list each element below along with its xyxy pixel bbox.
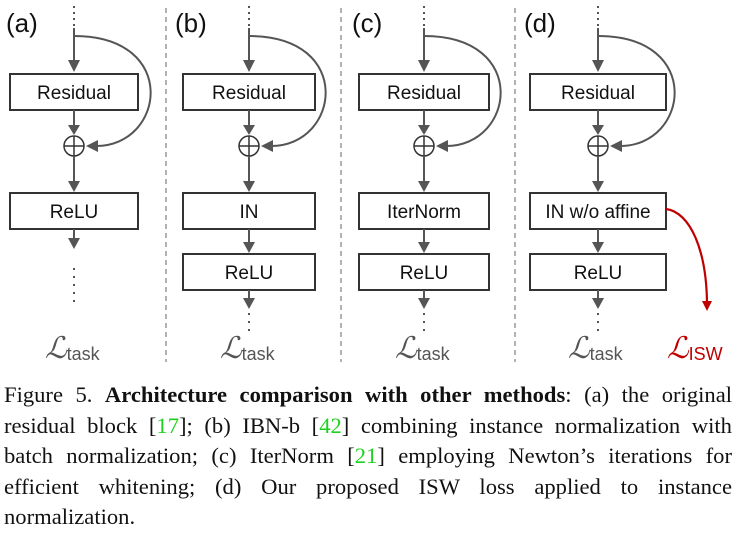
arrow-head bbox=[68, 125, 80, 135]
arrow-head bbox=[68, 238, 80, 249]
isw-loss: ℒISW bbox=[667, 331, 723, 366]
residual-box bbox=[529, 73, 667, 111]
panel-b: (b) Residual IN ReLU ℒtask bbox=[175, 6, 327, 366]
citation-link[interactable]: 42 bbox=[319, 412, 342, 438]
caption-text: : (a) the original residual block [ bbox=[4, 382, 732, 438]
in-wo-affine-label: IN w/o affine bbox=[545, 202, 650, 223]
residual-label: Residual bbox=[212, 83, 286, 104]
residual-box bbox=[9, 73, 139, 111]
arrow-head bbox=[418, 181, 430, 192]
caption-text: ] combining instance normalization with … bbox=[4, 412, 732, 469]
arrow-head bbox=[68, 60, 80, 72]
skip-connection bbox=[248, 35, 327, 147]
add-node-icon bbox=[63, 135, 85, 157]
panel-label: (c) bbox=[352, 8, 382, 38]
skip-arrow-head bbox=[436, 140, 448, 152]
arrow-head bbox=[243, 242, 255, 253]
add-node-icon bbox=[587, 135, 609, 157]
in-wo-affine-box bbox=[529, 192, 667, 230]
panel-label: (b) bbox=[175, 8, 207, 38]
panel-a: (a) Residual ReLU ℒtask bbox=[6, 6, 152, 366]
relu-label: ReLU bbox=[400, 263, 449, 284]
panel-label: (d) bbox=[524, 8, 556, 38]
arrow-head bbox=[243, 60, 255, 72]
relu-label: ReLU bbox=[574, 263, 623, 284]
skip-arrow-head bbox=[86, 140, 98, 152]
relu-box bbox=[358, 253, 490, 291]
task-loss: ℒtask bbox=[220, 331, 276, 366]
arrow-head bbox=[418, 298, 430, 309]
arrow-head bbox=[592, 181, 604, 192]
arrow-head bbox=[243, 298, 255, 309]
citation-link[interactable]: 17 bbox=[156, 412, 180, 438]
residual-label: Residual bbox=[37, 83, 111, 104]
skip-arrow-head bbox=[610, 140, 622, 152]
panel-c: (c) Residual IterNorm ReLU ℒtask bbox=[352, 6, 502, 366]
add-node-icon bbox=[413, 135, 435, 157]
relu-box bbox=[9, 192, 139, 230]
panel-label: (a) bbox=[6, 8, 38, 38]
arrow-head bbox=[592, 60, 604, 72]
add-node-icon bbox=[238, 135, 260, 157]
skip-connection bbox=[73, 35, 152, 147]
arrow-head bbox=[592, 242, 604, 253]
arrow-head bbox=[243, 181, 255, 192]
arrow-head bbox=[68, 181, 80, 192]
task-loss: ℒtask bbox=[45, 331, 101, 366]
panel-d: (d) Residual IN w/o affine ReLU ℒtask ℒI bbox=[524, 6, 723, 366]
skip-connection bbox=[597, 35, 676, 147]
arrow-head bbox=[418, 60, 430, 72]
arrow-head bbox=[418, 125, 430, 135]
task-loss: ℒtask bbox=[395, 331, 451, 366]
caption-text: ] employing Newton’s iterations for effi… bbox=[4, 443, 732, 529]
figure-caption: Figure 5. Architecture comparison with o… bbox=[4, 380, 732, 533]
iternorm-box bbox=[358, 192, 490, 230]
residual-box bbox=[358, 73, 490, 111]
in-label: IN bbox=[240, 202, 259, 223]
arrow-head bbox=[243, 125, 255, 135]
caption-text: ]; (b) IBN-b [ bbox=[179, 412, 320, 438]
architecture-diagram: (a) Residual ReLU ℒtask (b) bbox=[6, 6, 723, 366]
residual-box bbox=[182, 73, 316, 111]
caption-title: Architecture comparison with other metho… bbox=[104, 382, 566, 407]
isw-loss-arrow bbox=[665, 207, 712, 311]
relu-label: ReLU bbox=[225, 263, 274, 284]
arrow-head bbox=[592, 298, 604, 309]
relu-label: ReLU bbox=[50, 202, 99, 223]
citation-link[interactable]: 21 bbox=[354, 443, 378, 468]
residual-label: Residual bbox=[387, 83, 461, 104]
iternorm-label: IterNorm bbox=[387, 202, 461, 223]
caption-prefix: Figure 5. bbox=[4, 382, 105, 407]
skip-connection bbox=[423, 35, 502, 147]
arrow-head bbox=[418, 242, 430, 253]
residual-label: Residual bbox=[561, 83, 635, 104]
task-loss: ℒtask bbox=[568, 331, 624, 366]
skip-arrow-head bbox=[261, 140, 273, 152]
relu-box bbox=[182, 253, 316, 291]
arrow-head bbox=[592, 125, 604, 135]
